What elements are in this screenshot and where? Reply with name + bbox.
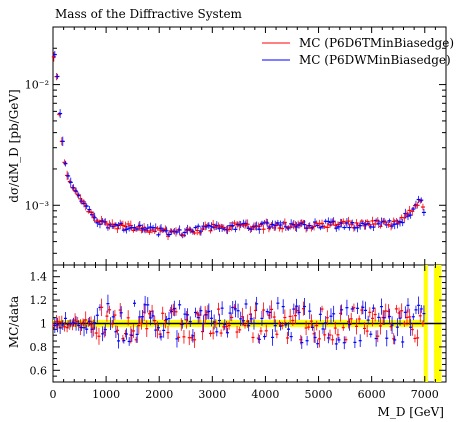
- ratio-tick-label: 1.4: [30, 271, 48, 284]
- x-tick-label: 0: [50, 388, 57, 401]
- legend-label-blue: MC (P6DWMinBiasedge): [299, 53, 451, 67]
- legend: MC (P6D6TMinBiasedge) MC (P6DWMinBiasedg…: [262, 36, 454, 67]
- y-tick-label: 10⁻²: [25, 79, 49, 92]
- x-axis-label: M_D [GeV]: [378, 405, 444, 419]
- chart-title: Mass of the Diffractive System: [55, 7, 243, 21]
- x-ticks: 0 1000 2000 3000 4000 5000 6000 7000: [50, 27, 447, 401]
- main-y-ticks: 10⁻³ 10⁻²: [25, 47, 446, 254]
- y-tick-label: 10⁻³: [25, 199, 49, 212]
- ratio-tick-label: 1.2: [30, 294, 48, 307]
- legend-label-red: MC (P6D6TMinBiasedge): [299, 36, 454, 50]
- ratio-y-label: MC/data: [7, 296, 21, 348]
- x-tick-label: 6000: [358, 388, 386, 401]
- x-tick-label: 1000: [92, 388, 120, 401]
- ratio-points: [52, 294, 426, 350]
- main-panel: 10⁻³ 10⁻²: [25, 26, 447, 266]
- ratio-tick-label: 0.6: [30, 364, 48, 377]
- x-tick-label: 5000: [305, 388, 333, 401]
- x-tick-label: 3000: [198, 388, 226, 401]
- ratio-tick-label: 0.8: [30, 341, 48, 354]
- ratio-y-ticks: 0.6 0.8 1 1.2 1.4: [30, 270, 446, 377]
- x-tick-label: 2000: [145, 388, 173, 401]
- ratio-tick-label: 1: [40, 318, 47, 331]
- x-tick-label: 7000: [411, 388, 439, 401]
- ratio-panel: 0.6 0.8 1 1.2 1.4: [30, 264, 447, 383]
- main-points: [51, 50, 426, 241]
- y-axis-label: dσ/dM_D [pb/GeV]: [7, 89, 21, 202]
- x-tick-label: 4000: [251, 388, 279, 401]
